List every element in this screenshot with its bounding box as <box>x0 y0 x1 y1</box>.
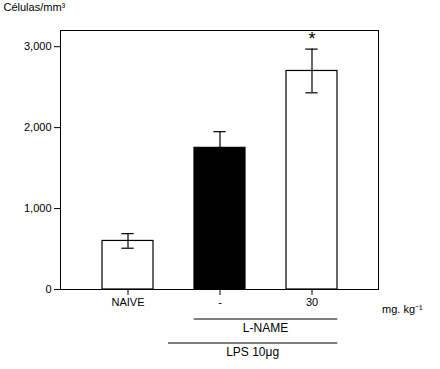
svg-text:-: - <box>218 296 222 308</box>
svg-text:0: 0 <box>45 283 51 295</box>
svg-text:2,000: 2,000 <box>24 121 52 133</box>
svg-text:NAIVE: NAIVE <box>111 296 144 308</box>
svg-text:mg. kg⁻¹: mg. kg⁻¹ <box>382 303 423 315</box>
svg-text:30: 30 <box>306 296 318 308</box>
svg-text:*: * <box>308 29 315 49</box>
svg-text:1,000: 1,000 <box>24 202 52 214</box>
svg-text:L-NAME: L-NAME <box>243 321 288 335</box>
svg-text:3,000: 3,000 <box>24 40 52 52</box>
svg-text:LPS 10μg: LPS 10μg <box>226 345 279 359</box>
svg-text:Células/mm³: Células/mm³ <box>4 1 66 13</box>
